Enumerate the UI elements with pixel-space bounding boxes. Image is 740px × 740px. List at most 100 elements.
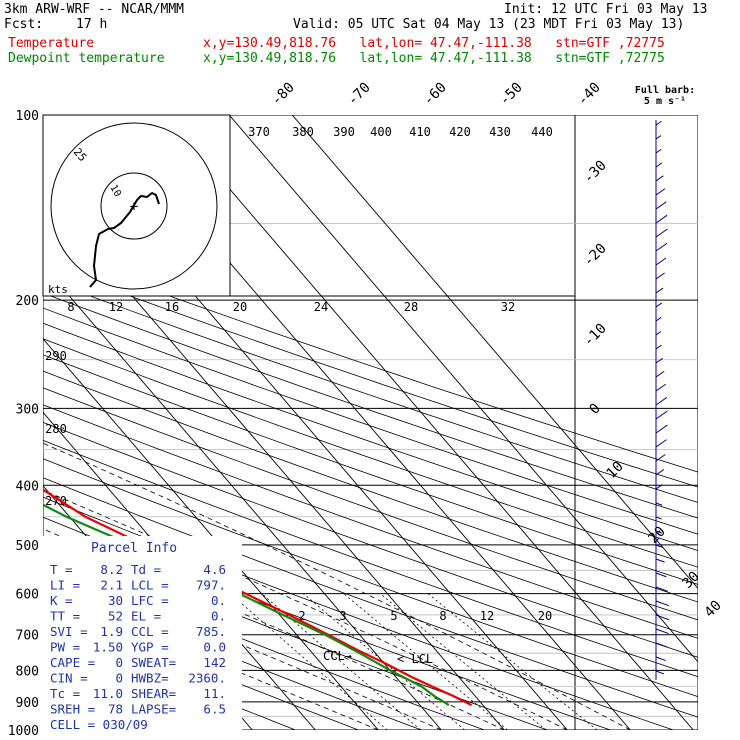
dewpoint-location: x,y=130.49,818.76 lat,lon= 47.47,-111.38…	[203, 51, 665, 66]
fcst-hour: 17 h	[76, 17, 108, 32]
theta-label-270: 270	[45, 494, 67, 508]
pressure-label-1000: 1000	[8, 724, 39, 739]
isotherm-0	[43, 264, 442, 730]
parcel-row-4-label2: CCL =	[131, 624, 169, 639]
parcel-row-4-value2: 785.	[196, 624, 226, 639]
parcel-row-0-value2: 4.6	[203, 562, 226, 577]
wind-barb-253	[655, 357, 664, 364]
pressure-label-200: 200	[16, 294, 39, 309]
parcel-row-6-value: 0	[115, 655, 123, 670]
theta-label-390: 390	[333, 125, 355, 139]
isotherm--10	[43, 338, 379, 730]
wind-barb-761	[655, 656, 666, 662]
temperature-legend-label: Temperature	[8, 36, 95, 51]
dry-adiabat-410	[43, 322, 698, 551]
isotherm-label--60: -60	[421, 80, 450, 109]
speed-label-20: 20	[233, 300, 247, 314]
parcel-row-5-label: PW =	[50, 640, 80, 655]
parcel-row-1-value2: 797.	[196, 578, 226, 593]
parcel-row-0-label: T =	[50, 562, 73, 577]
moist-adiabat-30	[43, 442, 631, 730]
parcel-row-9-value: 78	[108, 702, 123, 717]
parcel-row-5-label2: YGP =	[131, 640, 169, 655]
isotherm-label--80: -80	[269, 80, 298, 109]
parcel-row-4-value: 1.9	[100, 624, 123, 639]
dry-adiabat-330	[43, 458, 698, 698]
parcel-row-9-label: SREH =	[50, 702, 95, 717]
theta-label-380: 380	[292, 125, 314, 139]
dry-adiabat-460	[43, 249, 698, 473]
dry-adiabat-320	[43, 477, 698, 718]
isotherm-label-40: 40	[702, 598, 725, 621]
isotherm-label--40: -40	[575, 80, 604, 109]
dry-adiabat-260	[43, 603, 359, 730]
mixing-ratio-line-2	[229, 593, 388, 730]
wind-barb-385	[655, 469, 665, 476]
theta-label-410: 410	[409, 125, 431, 139]
pressure-label-800: 800	[16, 664, 39, 679]
wind-profile: Full barb:5 m s⁻¹	[635, 85, 695, 680]
mixing-ratio-label-5: 5	[390, 609, 397, 623]
isotherm-40	[165, 115, 694, 730]
dry-adiabat-430	[43, 292, 698, 519]
theta-label-280: 280	[45, 422, 67, 436]
lcl-label: < LCL	[397, 652, 433, 666]
theta-label-370: 370	[248, 125, 270, 139]
isotherm-50	[228, 115, 698, 663]
hodograph-frame	[42, 114, 231, 297]
wind-barb-115	[655, 148, 662, 154]
wind-barb-585	[655, 586, 669, 592]
parcel-row-2-value: 30	[108, 593, 123, 608]
speed-label-32: 32	[501, 300, 515, 314]
wind-barb-650	[655, 614, 670, 621]
parcel-row-7-label2: HWBZ=	[131, 671, 169, 686]
speed-label-24: 24	[314, 300, 328, 314]
parcel-row-2-label2: LFC =	[131, 593, 169, 608]
parcel-row-3-label: TT =	[50, 609, 80, 624]
wind-barb-240	[655, 344, 662, 350]
pressure-label-300: 300	[16, 402, 39, 417]
wind-barb-267	[655, 370, 665, 378]
parcel-row-0-value: 8.2	[100, 562, 123, 577]
parcel-row-1-value: 2.1	[100, 578, 123, 593]
isotherm-label--30: -30	[581, 158, 610, 187]
hodograph-inner-ring-label: 10	[107, 183, 123, 199]
hodograph-outer-ring	[50, 122, 218, 290]
wind-barb-406	[655, 484, 663, 490]
parcel-row-5-value2: 0.0	[203, 640, 226, 655]
pressure-label-600: 600	[16, 588, 39, 603]
mixing-ratio-label-12: 12	[480, 609, 494, 623]
wind-barb-527	[655, 558, 665, 563]
fcst-label: Fcst:	[4, 17, 44, 32]
wind-barb-166	[655, 242, 668, 252]
isotherm-label--20: -20	[581, 241, 610, 270]
wind-barb-185	[655, 272, 665, 280]
mixing-ratio-label-3: 3	[339, 609, 346, 623]
dry-adiabat-380	[43, 370, 698, 603]
parcel-row-8-label2: SHEAR=	[131, 686, 176, 701]
parcel-row-8-value2: 11.	[203, 686, 226, 701]
parcel-row-9-value2: 6.5	[203, 702, 226, 717]
wind-barb-142	[655, 201, 667, 210]
wind-barb-427	[655, 502, 663, 506]
model-title: 3km ARW-WRF -- NCAR/MMM	[4, 2, 185, 17]
parcel-info-panel: Parcel Info T = 8.2 Td = 4.6 LI = 2.1 LCL = 797.…	[43, 536, 242, 732]
isotherm-label-0: 0	[587, 401, 604, 418]
mixing-ratio-line-12	[379, 593, 547, 730]
mixing-ratio-line-20	[427, 593, 598, 730]
wind-barb-450	[655, 516, 662, 520]
wind-barb-685	[655, 628, 669, 635]
parcel-row-0-label2: Td =	[131, 562, 161, 577]
temperature-location: x,y=130.49,818.76 lat,lon= 47.47,-111.38…	[203, 36, 665, 51]
wind-barb-109	[655, 135, 662, 140]
dry-adiabat-350	[43, 421, 698, 658]
wind-barb-175	[655, 257, 667, 266]
moist-adiabat-20	[43, 489, 568, 730]
isotherm-label-30: 30	[680, 569, 703, 592]
pressure-label-900: 900	[16, 696, 39, 711]
parcel-row-9-label2: LAPSE=	[131, 702, 176, 717]
hodograph-units: kts	[48, 283, 68, 296]
wind-barb-722	[655, 642, 668, 648]
wind-barb-195	[655, 287, 664, 294]
dry-adiabat-390	[43, 354, 698, 585]
